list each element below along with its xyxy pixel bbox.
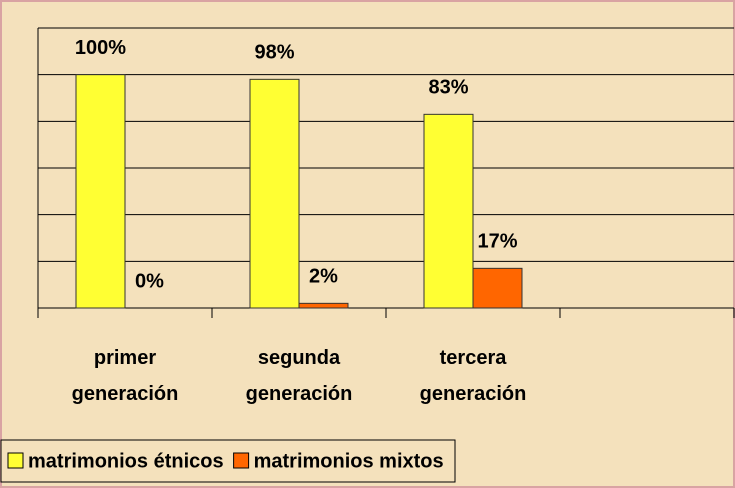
data-label: 83%	[428, 77, 468, 99]
bar	[472, 267, 523, 309]
data-label: 98%	[254, 42, 294, 64]
x-tick-label: segunda generación	[245, 347, 353, 405]
x-tick-label: tercera generación	[419, 347, 527, 405]
data-label: 17%	[477, 231, 517, 253]
data-label: 100%	[75, 37, 126, 59]
legend-label: matrimonios étnicos	[28, 450, 224, 472]
bar	[298, 302, 349, 309]
data-label: 2%	[309, 266, 338, 288]
legend-box	[0, 439, 456, 483]
data-label: 0%	[135, 270, 164, 292]
legend-label: matrimonios mixtos	[254, 450, 444, 472]
bar	[423, 113, 474, 309]
legend-swatch	[233, 452, 250, 469]
legend-swatch	[7, 452, 24, 469]
bar	[249, 78, 300, 309]
x-tick-label: primer generación	[71, 347, 179, 405]
bar	[75, 74, 126, 309]
